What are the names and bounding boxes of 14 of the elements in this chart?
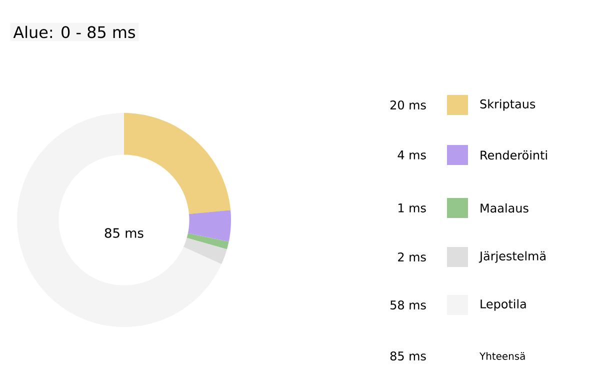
text: 85 ms bbox=[104, 228, 144, 238]
text: Yhteensä bbox=[480, 352, 525, 360]
data-label: 20 ms bbox=[390, 100, 426, 110]
legend-label: Renderöinti bbox=[480, 150, 547, 160]
data-label: 4 ms bbox=[398, 150, 426, 160]
data-label: 2 ms bbox=[398, 252, 426, 262]
legend-label: Järjestelmä bbox=[478, 251, 546, 263]
chart-title: Alue: 0 - 85 ms bbox=[13, 26, 135, 38]
legend-label: Skriptaus bbox=[480, 99, 536, 111]
text: 85 ms bbox=[390, 351, 426, 361]
data-label: 58 ms bbox=[390, 300, 426, 310]
data-label: 1 ms bbox=[398, 204, 426, 212]
legend-label: Lepotila bbox=[480, 299, 526, 311]
legend-label: Maalaus bbox=[480, 203, 528, 213]
